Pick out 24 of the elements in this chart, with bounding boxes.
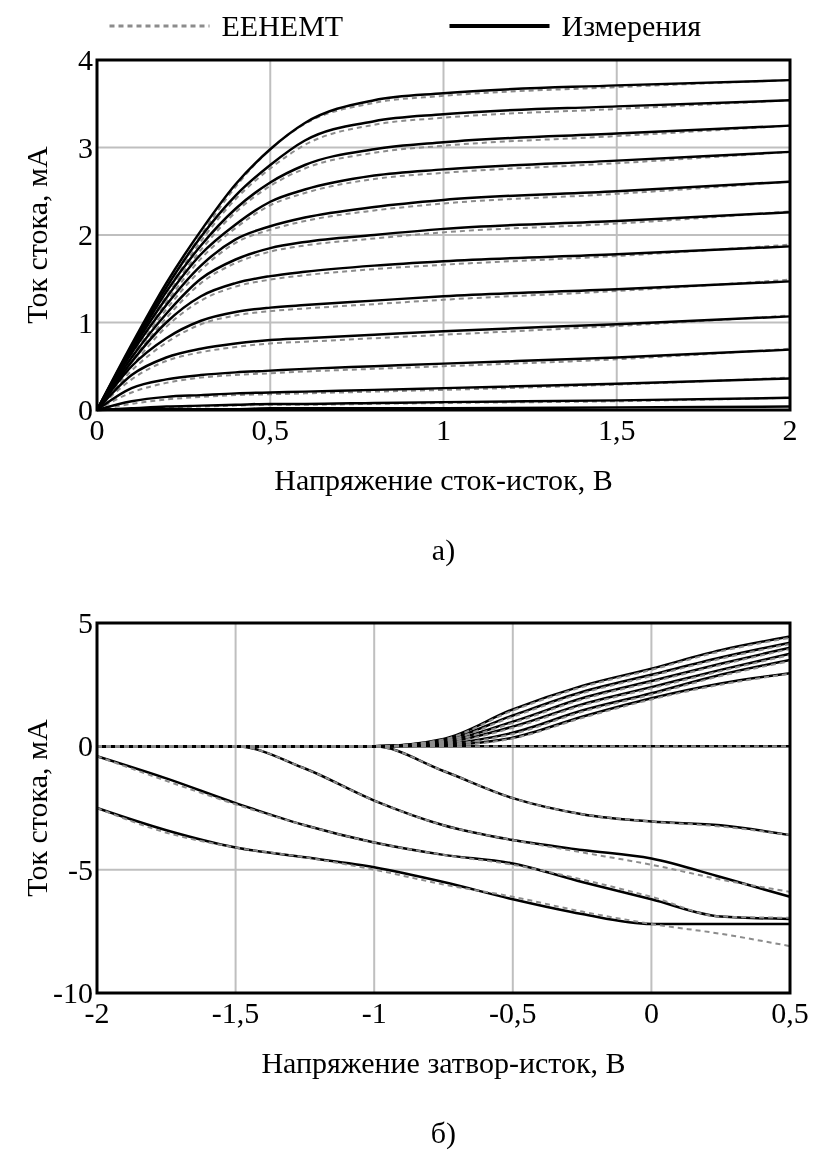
- y-tick-label: 2: [78, 218, 93, 251]
- y-tick-label: 4: [78, 43, 93, 76]
- x-tick-label: 0,5: [251, 413, 289, 446]
- x-tick-label: 1: [436, 413, 451, 446]
- x-tick-label: -1: [361, 996, 387, 1029]
- y-tick-label: -5: [68, 852, 93, 886]
- y-tick-label: 1: [78, 305, 93, 339]
- x-tick-label: -1,5: [211, 996, 260, 1029]
- y-tick-label: 0: [78, 729, 93, 763]
- text: б): [430, 1116, 457, 1150]
- y-axis-title: Ток стока, мА: [20, 146, 53, 324]
- y-tick-label: 5: [78, 606, 93, 639]
- x-tick-label: -0,5: [489, 996, 537, 1029]
- x-axis-title: Напряжение сток-исток, В: [274, 463, 613, 496]
- y-axis-title: Ток стока, мА: [20, 719, 53, 897]
- x-tick-label: 0,5: [771, 996, 809, 1029]
- legend-label: EEHEMT: [221, 9, 344, 42]
- x-tick-label: 2: [782, 413, 798, 446]
- x-tick-label: 1,5: [598, 413, 636, 446]
- y-tick-label: 3: [78, 130, 93, 164]
- legend-label: Измерения: [561, 9, 702, 42]
- text: а): [431, 533, 456, 567]
- x-tick-label: 0: [643, 996, 659, 1029]
- x-axis-title: Напряжение затвор-исток, В: [261, 1046, 626, 1079]
